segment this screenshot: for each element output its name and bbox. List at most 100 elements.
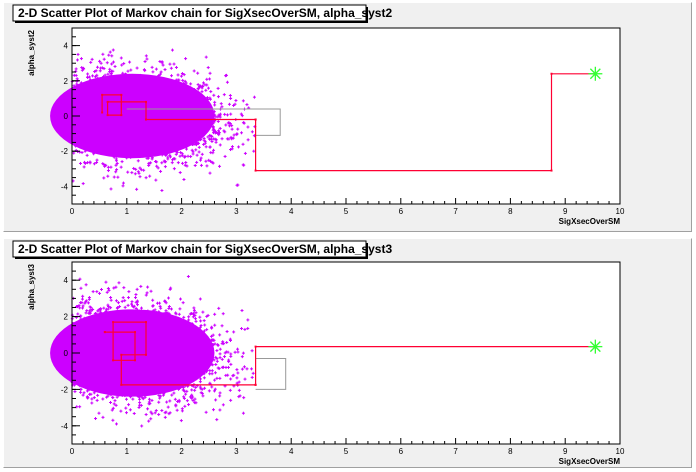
cloud-point: [214, 118, 216, 122]
cloud-point: [206, 83, 208, 87]
cloud-point: [151, 65, 153, 69]
cloud-point: [217, 119, 219, 123]
cloud-point: [181, 154, 183, 158]
cloud-point: [164, 68, 166, 72]
cloud-core: [50, 73, 215, 159]
x-tick-label: 1: [125, 207, 130, 216]
cloud-point: [87, 72, 89, 76]
cloud-point: [170, 307, 172, 311]
cloud-point: [218, 113, 220, 117]
cloud-point: [111, 54, 113, 58]
cloud-point: [146, 57, 148, 61]
cloud-point: [177, 161, 179, 165]
cloud-point: [103, 57, 105, 61]
y-tick-label: 4: [64, 42, 69, 51]
cloud-point: [219, 126, 221, 130]
cloud-point: [211, 140, 213, 144]
cloud-point: [208, 158, 210, 162]
cloud-point: [218, 133, 220, 137]
cloud-point: [223, 93, 225, 97]
cloud-point: [180, 151, 182, 155]
cloud-point: [147, 156, 149, 160]
cloud-point: [253, 134, 255, 138]
cloud-point: [167, 157, 169, 161]
cloud-point: [83, 67, 85, 71]
cloud-point: [95, 69, 97, 73]
cloud-point: [191, 148, 193, 152]
cloud-point: [152, 70, 154, 74]
cloud-point: [210, 90, 212, 94]
cloud-point: [197, 87, 199, 91]
cloud-point: [205, 55, 207, 59]
cloud-point: [211, 135, 213, 139]
cloud-point: [103, 67, 105, 71]
cloud-point: [109, 50, 111, 54]
cloud-point: [186, 164, 188, 168]
cloud-point: [209, 97, 211, 101]
cloud-point: [180, 74, 182, 78]
cloud-point: [203, 81, 205, 85]
scatter-cloud: [50, 274, 255, 428]
cloud-point: [247, 125, 249, 129]
x-axis-title: SigXsecOverSM: [559, 217, 621, 226]
cloud-point: [208, 389, 210, 393]
cloud-point: [108, 53, 110, 57]
cloud-point: [206, 164, 208, 168]
cloud-point: [214, 129, 216, 133]
cloud-point: [80, 161, 82, 165]
cloud-point: [207, 66, 209, 70]
cloud-point: [221, 105, 223, 109]
cloud-point: [145, 176, 147, 180]
cloud-point: [214, 100, 216, 104]
cloud-point: [194, 164, 196, 168]
x-tick-label: 5: [344, 207, 349, 216]
cloud-point: [99, 59, 101, 63]
cloud-point: [210, 134, 212, 138]
cloud-point: [190, 82, 192, 86]
cloud-point: [144, 60, 146, 64]
cloud-point: [175, 152, 177, 156]
cloud-point: [229, 124, 231, 128]
cloud-point: [217, 131, 219, 135]
cloud-point: [231, 124, 233, 128]
cloud-point: [248, 106, 250, 110]
cloud-point: [217, 86, 219, 90]
cloud-point: [137, 159, 139, 163]
cloud-point: [107, 169, 109, 173]
cloud-point: [201, 90, 203, 94]
cloud-point: [233, 133, 235, 137]
cloud-point: [121, 160, 123, 164]
cloud-point: [251, 130, 253, 134]
cloud-point: [75, 148, 77, 152]
cloud-point: [155, 67, 157, 71]
cloud-point: [193, 69, 195, 73]
cloud-point: [181, 72, 183, 76]
cloud-point: [242, 99, 244, 103]
cloud-point: [242, 142, 244, 146]
chain-point: [120, 93, 123, 96]
cloud-point: [83, 165, 85, 169]
cloud-point: [133, 166, 135, 170]
cloud-point: [173, 157, 175, 161]
cloud-point: [175, 78, 177, 82]
cloud-point: [226, 80, 228, 84]
cloud-point: [204, 141, 206, 145]
cloud-point: [179, 154, 181, 158]
cloud-point: [230, 148, 232, 152]
cloud-point: [198, 85, 200, 89]
x-tick-label: 4: [289, 207, 294, 216]
cloud-point: [86, 153, 88, 157]
cloud-point: [101, 66, 103, 70]
best-fit-star: [588, 66, 603, 81]
cloud-point: [218, 129, 220, 133]
cloud-point: [224, 154, 226, 158]
cloud-point: [223, 129, 225, 133]
cloud-point: [212, 128, 214, 132]
cloud-point: [110, 187, 112, 191]
cloud-point: [243, 365, 245, 369]
cloud-point: [112, 48, 114, 52]
cloud-point: [79, 405, 81, 409]
cloud-point: [96, 158, 98, 162]
cloud-point: [94, 75, 96, 79]
cloud-point: [159, 72, 161, 76]
